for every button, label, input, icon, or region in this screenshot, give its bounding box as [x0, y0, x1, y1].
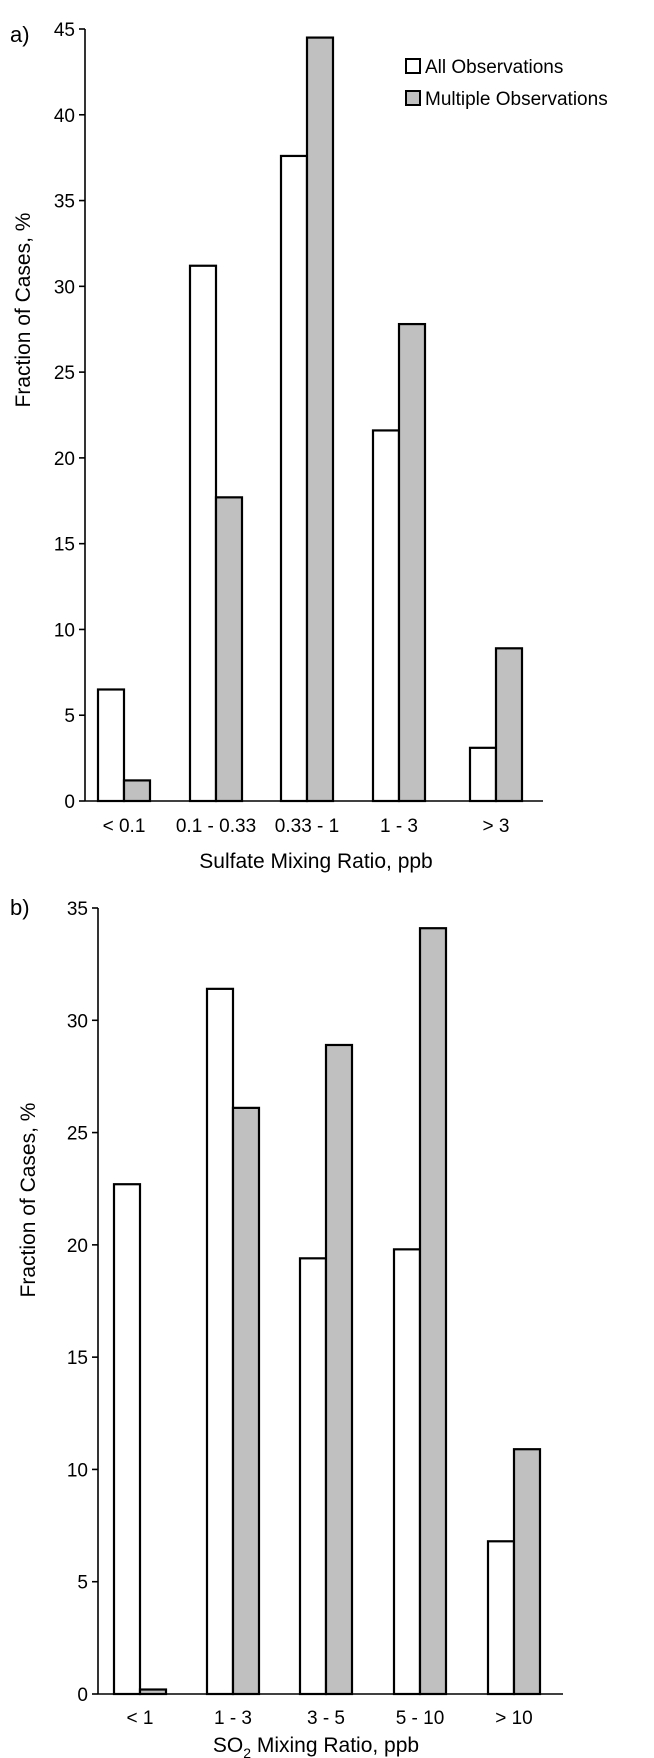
panel-a-bar-multiple-observations-4: [397, 322, 427, 803]
panel-a-bar-multiple-observations-3: [305, 36, 335, 803]
panel-a-x-tick-label: 0.1 - 0.33: [176, 816, 256, 837]
panel-a-bar-all-observations-3: [279, 154, 309, 803]
panel-b-bar-multiple-observations-5: [512, 1448, 542, 1696]
panel-a-y-tick-label: 5: [64, 706, 75, 727]
panel-b-label: b): [10, 895, 30, 920]
panel-b-y-tick-label: 35: [67, 899, 88, 920]
panel-b-x-tick-label: 1 - 3: [214, 1708, 252, 1729]
panel-b-y-tick-label: 5: [77, 1573, 88, 1594]
panel-b-bar-multiple-observations-2: [231, 1106, 261, 1696]
panel-a-x-tick-label: < 0.1: [103, 816, 146, 837]
panel-a-x-tick-label: > 3: [483, 816, 510, 837]
panel-a-y-tick-label: 10: [54, 620, 75, 641]
panel-a-x-axis-label: Sulfate Mixing Ratio, ppb: [199, 850, 432, 873]
panel-a-y-tick-label: 40: [54, 106, 75, 127]
panel-a-x-tick-label: 0.33 - 1: [275, 816, 339, 837]
panel-b-y-tick-label: 20: [67, 1236, 88, 1257]
panel-b-bar-all-observations-4: [392, 1248, 422, 1696]
panel-b-bar-multiple-observations-4: [418, 927, 448, 1696]
legend: All Observations Multiple Observations: [405, 57, 608, 110]
panel-a-bar-all-observations-2: [188, 264, 218, 803]
panel-b-bar-multiple-observations-3: [324, 1043, 354, 1696]
panel-a-x-tick-label: 1 - 3: [380, 816, 418, 837]
panel-a-label: a): [10, 22, 30, 47]
panel-a-y-tick-label: 35: [54, 192, 75, 213]
panel-b-x-axis-label: SO2 Mixing Ratio, ppb: [213, 1734, 419, 1758]
panel-b-x-tick-label: 5 - 10: [396, 1708, 445, 1729]
panel-a-bar-all-observations-1: [96, 688, 126, 803]
panel-b-y-tick-label: 25: [67, 1124, 88, 1145]
panel-a-bar-multiple-observations-2: [214, 496, 244, 803]
panel-a-y-tick-label: 25: [54, 363, 75, 384]
panel-a-y-tick-label: 15: [54, 535, 75, 556]
panel-a-y-axis-label: Fraction of Cases, %: [12, 213, 35, 408]
panel-b: b) 0 5 10 15 20 25 30 35 < 1 1 - 3 3 - 5 5 - 10 > 10 F…: [10, 895, 563, 1758]
panel-a-bar-all-observations-5: [468, 746, 498, 803]
panel-a-y-tick-label: 20: [54, 449, 75, 470]
panel-a-bar-all-observations-4: [371, 429, 401, 803]
panel-b-x-tick-label: 3 - 5: [307, 1708, 345, 1729]
legend-label-multiple-observations: Multiple Observations: [425, 89, 608, 110]
panel-b-bar-all-observations-1: [112, 1183, 142, 1696]
panel-b-y-tick-label: 10: [67, 1460, 88, 1481]
panel-b-bar-all-observations-5: [486, 1540, 516, 1696]
panel-a-y-tick-label: 30: [54, 277, 75, 298]
panel-b-y-tick-label: 15: [67, 1348, 88, 1369]
panel-b-x-tick-label: < 1: [127, 1708, 154, 1729]
panel-b-x-tick-label: > 10: [495, 1708, 533, 1729]
panel-b-bar-all-observations-2: [205, 987, 235, 1696]
legend-label-all-observations: All Observations: [425, 57, 563, 78]
panel-a-y-tick-label: 45: [54, 20, 75, 41]
panel-b-y-tick-label: 0: [77, 1685, 88, 1706]
panel-b-bar-all-observations-3: [298, 1257, 328, 1696]
panel-a-y-tick-label: 0: [64, 792, 75, 813]
legend-swatch-multiple-observations: [405, 90, 421, 106]
panel-a-bar-multiple-observations-1: [122, 779, 152, 803]
panel-a: a) 0 5 10 15 20 25 30 35 40 45 < 0.1 0.1 - 0.33 0.33 …: [10, 20, 608, 873]
panel-b-y-tick-label: 30: [67, 1011, 88, 1032]
panel-a-bar-multiple-observations-5: [494, 647, 524, 803]
panel-b-y-axis-label: Fraction of Cases, %: [17, 1103, 40, 1298]
legend-swatch-all-observations: [405, 58, 421, 74]
